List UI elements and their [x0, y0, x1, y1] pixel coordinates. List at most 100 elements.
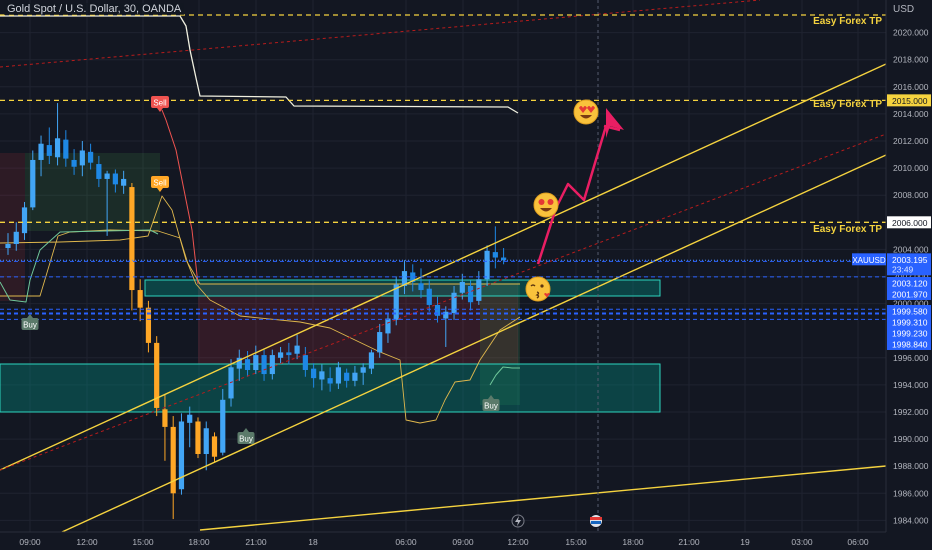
candle-body [344, 372, 350, 381]
channel-lower-line [61, 154, 887, 533]
symbol-header[interactable]: Gold Spot / U.S. Dollar, 30, OANDA [4, 3, 185, 15]
svg-text:Buy: Buy [484, 402, 498, 411]
price-tag-2006.000: 2006.000 [887, 216, 931, 229]
candle-8 [71, 149, 77, 175]
candle-body [71, 159, 77, 167]
time-tick-label: 09:00 [452, 537, 474, 547]
candle-44 [368, 349, 375, 375]
tp-label-text: Easy Forex TP [813, 99, 882, 110]
kiss-emoji-icon [525, 276, 551, 302]
price-tick-label: 1986.000 [893, 488, 929, 498]
star-struck-emoji-icon [533, 192, 559, 218]
time-tick-label: 03:00 [791, 537, 813, 547]
channel-upper-line [0, 63, 887, 471]
candle-13 [112, 169, 118, 193]
svg-text:2003.120: 2003.120 [892, 279, 928, 289]
candle-body [38, 143, 44, 160]
demand-zone-left [25, 153, 160, 231]
candle-53 [443, 306, 449, 347]
price-tick-label: 1990.000 [893, 434, 929, 444]
time-tick-label: 18:00 [188, 537, 210, 547]
price-tick-label: 2014.000 [893, 109, 929, 119]
candle-18 [154, 336, 160, 417]
time-tick-label: 15:00 [132, 537, 154, 547]
candle-28 [236, 349, 242, 381]
projection-arrow [525, 99, 624, 302]
candle-body [96, 164, 102, 179]
candle-33 [277, 346, 284, 364]
svg-text:2001.970: 2001.970 [892, 290, 928, 300]
buy-signal-label: Buy [482, 395, 500, 411]
candle-50 [418, 268, 424, 299]
candle-31 [261, 349, 267, 381]
candle-body [187, 414, 193, 423]
price-tag-1999.310: 1999.310 [887, 316, 931, 328]
candle-body [5, 243, 11, 249]
candle-11 [96, 155, 102, 188]
candle-54 [451, 285, 457, 320]
time-tick-label: 12:00 [76, 537, 98, 547]
countdown-text: 23:49 [892, 264, 914, 274]
candle-body [236, 357, 242, 369]
price-axis[interactable]: 2020.000 2018.000 2016.000 2014.000 2012.000… [852, 0, 932, 550]
demand-zone-right [480, 283, 520, 405]
candle-29 [244, 351, 251, 377]
candle-body [21, 207, 28, 234]
price-tick-label: 2016.000 [893, 82, 929, 92]
svg-text:Sell: Sell [153, 99, 167, 108]
svg-text:1998.840: 1998.840 [892, 340, 928, 350]
candle-35 [294, 334, 300, 360]
chart-footer-icons [511, 514, 602, 528]
price-tick-label: 1988.000 [893, 461, 929, 471]
tp-labels: Easy Forex TP Easy Forex TP Easy Forex TP [813, 16, 882, 235]
price-tick-label: 2004.000 [893, 244, 929, 254]
candle-body [13, 231, 19, 244]
candle-body [434, 304, 441, 316]
candle-37 [311, 363, 317, 388]
candle-body [393, 284, 399, 320]
candle-body [302, 355, 308, 370]
candle-body [459, 281, 465, 293]
candle-body [476, 279, 482, 301]
candle-23 [195, 417, 201, 459]
candle-7 [63, 130, 69, 167]
candle-body [145, 307, 152, 343]
candle-body [368, 352, 375, 369]
symbol-tag-bg [852, 253, 886, 266]
candle-body [137, 290, 143, 308]
price-tick-label: 2000.000 [893, 299, 929, 309]
time-tick-label: 18 [308, 537, 318, 547]
candle-40 [335, 361, 341, 389]
time-axis[interactable]: 09:00 12:00 15:00 18:00 21:00 18 06:00 09:00 12:… [0, 531, 932, 550]
avg-line-a [0, 195, 520, 285]
candle-body [112, 173, 118, 185]
candle-body [484, 250, 490, 280]
supply-zone-mid [198, 284, 518, 364]
candle-41 [344, 368, 350, 388]
svg-text:Buy: Buy [239, 435, 253, 444]
candle-22 [187, 406, 193, 448]
candle-3 [30, 150, 36, 211]
price-tick-label: 2012.000 [893, 136, 929, 146]
price-tag-2001.970: 2001.970 [887, 288, 931, 300]
candle-10 [88, 143, 94, 170]
svg-text:2006.000: 2006.000 [892, 218, 928, 228]
candle-body [377, 332, 383, 353]
time-tick-label: 12:00 [507, 537, 529, 547]
time-tick-label: 06:00 [395, 537, 417, 547]
candle-body [418, 283, 424, 291]
price-tick-label: 1996.000 [893, 353, 929, 363]
svg-text:Buy: Buy [23, 321, 37, 330]
price-tick-label: 2010.000 [893, 163, 929, 173]
candle-4 [38, 135, 44, 177]
time-tick-label: 19 [740, 537, 750, 547]
candle-body [220, 399, 226, 453]
candle-1 [13, 222, 19, 251]
candle-30 [253, 345, 259, 375]
candle-body [203, 428, 209, 455]
